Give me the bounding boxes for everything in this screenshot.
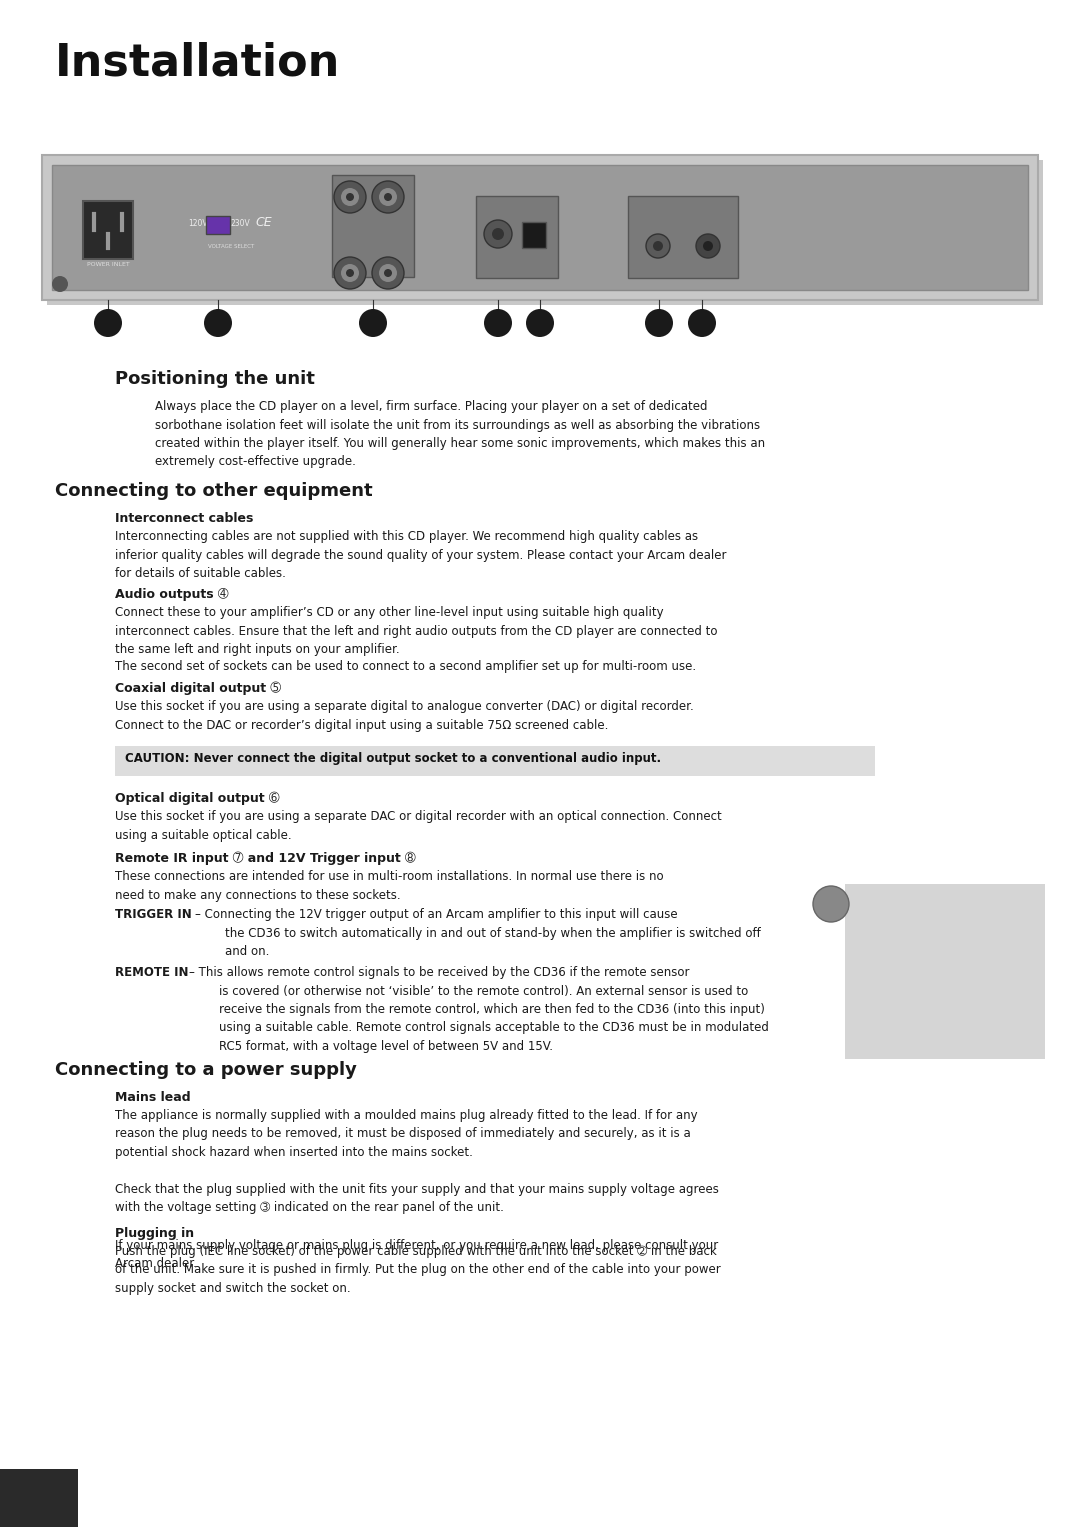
Text: The appliance is normally supplied with a moulded mains plug already fitted to t: The appliance is normally supplied with … <box>114 1109 719 1270</box>
FancyBboxPatch shape <box>52 165 1028 290</box>
Text: 2: 2 <box>214 316 222 330</box>
Text: 6: 6 <box>654 316 663 330</box>
Text: CE: CE <box>256 215 272 229</box>
Text: POWER INLET: POWER INLET <box>86 263 130 267</box>
Circle shape <box>379 264 397 282</box>
Text: 120V: 120V <box>188 220 207 229</box>
Circle shape <box>696 234 720 258</box>
Text: 1: 1 <box>104 316 112 330</box>
Circle shape <box>341 264 359 282</box>
FancyBboxPatch shape <box>332 176 414 276</box>
Circle shape <box>645 308 673 337</box>
Text: VOLTAGE SELECT: VOLTAGE SELECT <box>208 244 254 249</box>
Text: – Connecting the 12V trigger output of an Arcam amplifier to this input will cau: – Connecting the 12V trigger output of a… <box>195 909 760 957</box>
Text: OPTICAL: OPTICAL <box>523 270 545 275</box>
FancyBboxPatch shape <box>114 747 875 776</box>
Text: CAUTION: Never connect the digital output socket to a conventional audio input.: CAUTION: Never connect the digital outpu… <box>125 751 661 765</box>
Text: Optical digital output ➅: Optical digital output ➅ <box>114 793 280 805</box>
Circle shape <box>484 220 512 247</box>
Text: Interconnecting cables are not supplied with this CD player. We recommend high q: Interconnecting cables are not supplied … <box>114 530 727 580</box>
FancyBboxPatch shape <box>42 156 1038 299</box>
Text: Use this socket if you are using a separate digital to analogue converter (DAC) : Use this socket if you are using a separ… <box>114 699 693 731</box>
Text: Installation: Installation <box>55 43 340 86</box>
Text: Plugging in: Plugging in <box>114 1228 194 1240</box>
FancyBboxPatch shape <box>206 215 230 234</box>
Circle shape <box>372 182 404 212</box>
Text: Remote IR input ➆ and 12V Trigger input ➇: Remote IR input ➆ and 12V Trigger input … <box>114 852 416 866</box>
Circle shape <box>384 269 392 276</box>
Text: i: i <box>828 895 834 913</box>
Circle shape <box>334 182 366 212</box>
Circle shape <box>646 234 670 258</box>
Text: Connecting to other equipment: Connecting to other equipment <box>55 483 373 499</box>
Text: – This allows remote control signals to be received by the CD36 if the remote se: – This allows remote control signals to … <box>189 967 769 1054</box>
Text: These connections are intended for use in multi-room installations. In normal us: These connections are intended for use i… <box>114 870 663 901</box>
Text: Always place the CD player on a level, firm surface. Placing your player on a se: Always place the CD player on a level, f… <box>156 400 765 469</box>
Text: 5: 5 <box>536 316 544 330</box>
Circle shape <box>334 257 366 289</box>
Text: REMOTE IN: REMOTE IN <box>114 967 189 979</box>
Circle shape <box>346 269 354 276</box>
Text: L: L <box>408 200 411 206</box>
Circle shape <box>703 241 713 250</box>
Text: CD36
E-4: CD36 E-4 <box>23 1484 55 1509</box>
Text: Both the trigger and
remote control inputs
require a mono 3.5mm
jack, with the t: Both the trigger and remote control inpu… <box>850 889 989 1035</box>
Text: TRIGGER IN: TRIGGER IN <box>114 909 192 921</box>
Text: ✓: ✓ <box>57 281 63 287</box>
Text: 1: 1 <box>348 269 352 275</box>
Text: Mains lead: Mains lead <box>114 1090 191 1104</box>
Circle shape <box>379 188 397 206</box>
Text: REMOTE
 IN: REMOTE IN <box>645 199 671 209</box>
FancyBboxPatch shape <box>0 1469 78 1527</box>
Circle shape <box>341 188 359 206</box>
Text: Audio outputs ➃: Audio outputs ➃ <box>114 588 229 602</box>
Circle shape <box>204 308 232 337</box>
Circle shape <box>484 308 512 337</box>
Circle shape <box>688 308 716 337</box>
Text: DIGITAL OUTPUTS: DIGITAL OUTPUTS <box>489 199 545 205</box>
Text: Positioning the unit: Positioning the unit <box>114 370 315 388</box>
Text: COAXIAL: COAXIAL <box>486 270 510 275</box>
FancyBboxPatch shape <box>476 195 558 278</box>
FancyBboxPatch shape <box>522 221 546 247</box>
Text: 230V: 230V <box>230 220 249 229</box>
Text: 4: 4 <box>494 316 502 330</box>
Text: 2: 2 <box>386 269 390 275</box>
Circle shape <box>813 886 849 922</box>
Text: 7: 7 <box>698 316 706 330</box>
FancyBboxPatch shape <box>627 195 738 278</box>
Text: Use this socket if you are using a separate DAC or digital recorder with an opti: Use this socket if you are using a separ… <box>114 809 721 841</box>
Text: Interconnect cables: Interconnect cables <box>114 512 254 525</box>
FancyBboxPatch shape <box>83 202 133 260</box>
Text: The second set of sockets can be used to connect to a second amplifier set up fo: The second set of sockets can be used to… <box>114 660 697 673</box>
Circle shape <box>653 241 663 250</box>
Circle shape <box>359 308 387 337</box>
Circle shape <box>526 308 554 337</box>
Text: Connect these to your amplifier’s CD or any other line-level input using suitabl: Connect these to your amplifier’s CD or … <box>114 606 717 657</box>
FancyBboxPatch shape <box>845 884 1045 1060</box>
Text: Push the plug (IEC line socket) of the power cable supplied with the unit into t: Push the plug (IEC line socket) of the p… <box>114 1245 720 1295</box>
Text: 12V TRIG
 IN: 12V TRIG IN <box>693 199 723 209</box>
Circle shape <box>94 308 122 337</box>
Text: R: R <box>408 238 413 244</box>
Text: Coaxial digital output ➄: Coaxial digital output ➄ <box>114 683 281 695</box>
FancyBboxPatch shape <box>48 160 1043 305</box>
Text: AUDIO OUTPUTS: AUDIO OUTPUTS <box>347 179 399 183</box>
Text: Connecting to a power supply: Connecting to a power supply <box>55 1061 356 1080</box>
Circle shape <box>372 257 404 289</box>
Circle shape <box>384 192 392 202</box>
Text: 3: 3 <box>369 316 377 330</box>
Circle shape <box>492 228 504 240</box>
Circle shape <box>52 276 68 292</box>
Circle shape <box>346 192 354 202</box>
